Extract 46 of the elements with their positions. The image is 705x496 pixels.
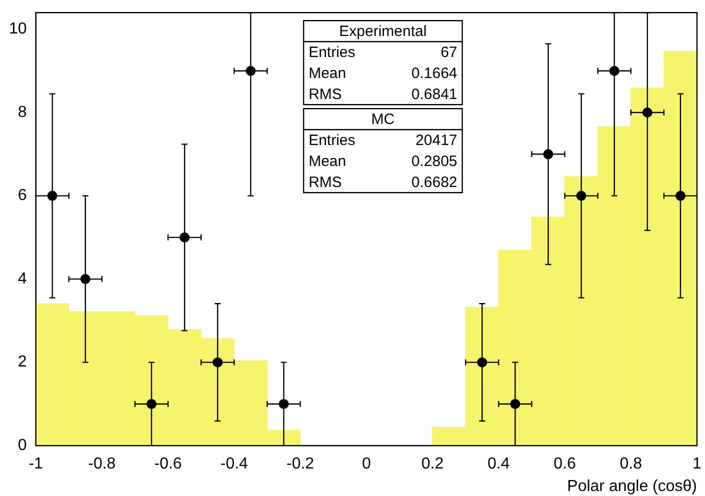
annotation: 0.1664 [411, 65, 458, 82]
point [180, 232, 190, 242]
x-axis-title: Polar angle (cosθ) [567, 478, 697, 495]
point [510, 398, 520, 409]
point [47, 190, 58, 201]
y-tick-label: 4 [18, 270, 27, 288]
y-tick-label: 2 [18, 354, 27, 371]
annotation: Mean [308, 65, 346, 82]
x-tick-label: 0.8 [620, 456, 642, 473]
point [80, 274, 90, 284]
point [246, 66, 256, 76]
point [576, 190, 586, 201]
annotation: 67 [440, 44, 458, 62]
annotation: 0.6841 [411, 86, 458, 104]
annotation: RMS [308, 174, 342, 192]
x-tick-label: -0.6 [154, 456, 182, 473]
point [278, 398, 289, 409]
annotation: MC [371, 111, 395, 128]
x-tick-label: -0.2 [286, 456, 314, 473]
annotation: 0.6682 [411, 174, 458, 192]
y-tick-label: 0 [18, 437, 27, 454]
point [609, 66, 620, 76]
x-tick-label: -1 [28, 456, 44, 473]
point [543, 149, 554, 160]
x-tick-label: 0.4 [488, 456, 510, 473]
y-tick-label: 6 [18, 187, 27, 204]
annotation: 20417 [416, 132, 458, 150]
annotation: Entries [308, 132, 356, 150]
y-tick-label: 10 [9, 20, 27, 38]
point [146, 398, 157, 409]
point [675, 190, 686, 201]
annotation: 0.2805 [411, 153, 458, 170]
x-tick-label: 0.2 [421, 456, 444, 473]
y-tick-label: 8 [18, 104, 27, 121]
x-tick-label: 0 [362, 456, 371, 473]
point [642, 108, 652, 118]
x-tick-label: -0.4 [220, 456, 248, 473]
x-tick-label: -0.8 [88, 456, 116, 473]
point [212, 357, 223, 368]
annotation: Mean [308, 153, 346, 170]
annotation: RMS [308, 86, 342, 104]
point [477, 357, 488, 368]
x-tick-label: 0.6 [554, 456, 576, 473]
annotation: Experimental [339, 23, 427, 40]
x-tick-label: 1 [692, 456, 702, 473]
annotation: Entries [308, 44, 356, 62]
